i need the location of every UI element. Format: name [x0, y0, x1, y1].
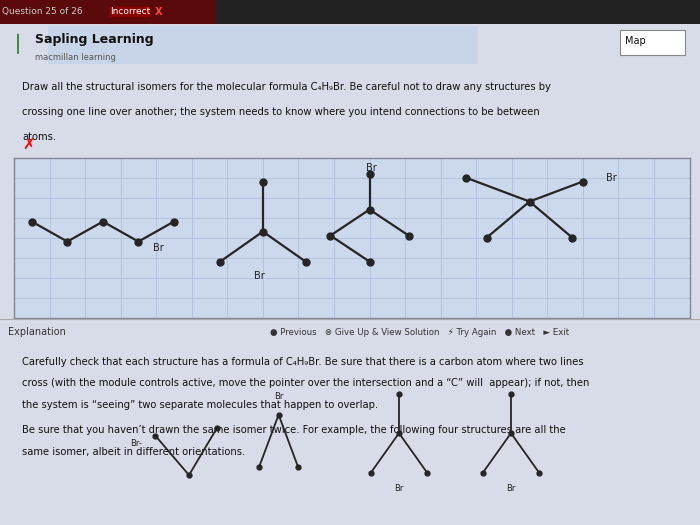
Text: ✗: ✗ — [22, 138, 35, 153]
Text: crossing one line over another; the system needs to know where you intend connec: crossing one line over another; the syst… — [22, 107, 540, 117]
Text: Incorrect: Incorrect — [110, 7, 150, 16]
Text: Br: Br — [153, 243, 163, 253]
Text: Br: Br — [274, 392, 284, 401]
Bar — [0, 0, 215, 24]
Text: same isomer, albeit in different orientations.: same isomer, albeit in different orienta… — [22, 447, 245, 457]
Bar — [48, 26, 478, 64]
Text: Br-: Br- — [130, 439, 141, 448]
Text: Explanation: Explanation — [8, 327, 66, 337]
Text: the system is “seeing” two separate molecules that happen to overlap.: the system is “seeing” two separate mole… — [22, 400, 378, 410]
Text: Carefully check that each structure has a formula of C₄H₉Br. Be sure that there : Carefully check that each structure has … — [22, 356, 584, 366]
Text: Br: Br — [606, 173, 617, 183]
Text: Br: Br — [506, 484, 516, 493]
Text: Sapling Learning: Sapling Learning — [35, 33, 153, 46]
Text: Br: Br — [254, 270, 265, 280]
Text: X: X — [155, 7, 162, 17]
Text: ● Previous   ⊗ Give Up & View Solution   ⚡ Try Again   ● Next   ► Exit: ● Previous ⊗ Give Up & View Solution ⚡ T… — [270, 328, 569, 337]
Text: Be sure that you haven’t drawn the same isomer twice. For example, the following: Be sure that you haven’t drawn the same … — [22, 425, 566, 435]
Text: cross (with the module controls active, move the pointer over the intersection a: cross (with the module controls active, … — [22, 379, 589, 388]
Text: Br: Br — [366, 163, 377, 173]
Bar — [620, 30, 685, 55]
Text: Question 25 of 26: Question 25 of 26 — [2, 7, 83, 16]
Text: macmillan learning: macmillan learning — [35, 52, 116, 61]
Text: Map: Map — [625, 36, 645, 47]
Text: Br: Br — [394, 484, 404, 493]
Text: atoms.: atoms. — [22, 132, 56, 142]
Text: Draw all the structural isomers for the molecular formula C₄H₉Br. Be careful not: Draw all the structural isomers for the … — [22, 81, 551, 92]
